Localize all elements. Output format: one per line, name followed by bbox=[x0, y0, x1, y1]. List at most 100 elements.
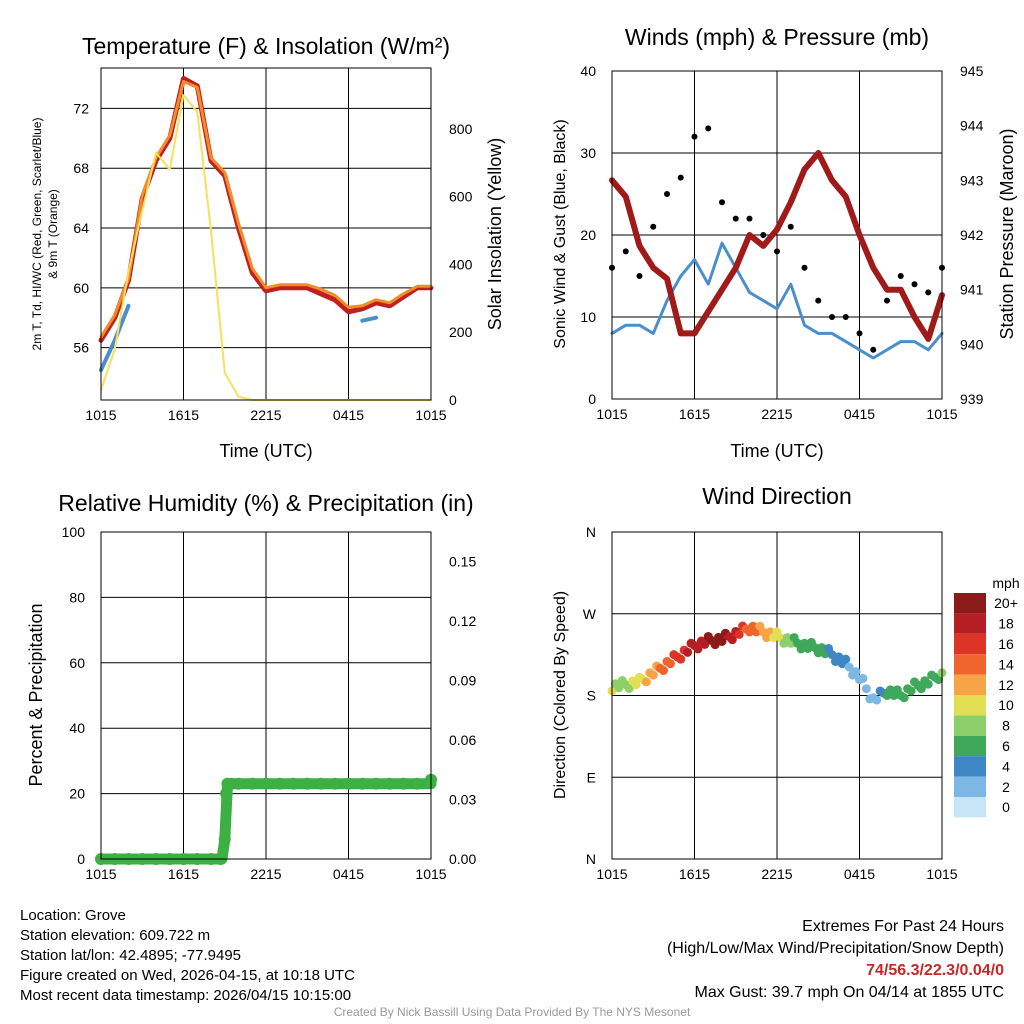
rh-xtick-label: 2215 bbox=[250, 866, 281, 882]
wind-chart-title: Winds (mph) & Pressure (mb) bbox=[625, 24, 929, 50]
gust-point bbox=[691, 133, 698, 140]
speed-legend-swatch bbox=[954, 695, 986, 716]
gust-point bbox=[664, 191, 670, 197]
gust-point bbox=[650, 223, 657, 230]
speed-legend-swatch bbox=[954, 797, 986, 818]
wind-direction-point bbox=[648, 670, 658, 680]
precip-ytick-label: 0.09 bbox=[449, 673, 476, 689]
gust-point bbox=[636, 273, 643, 279]
speed-legend-label: 8 bbox=[1002, 718, 1010, 734]
temp-ytick-label: 68 bbox=[73, 160, 89, 176]
gust-point bbox=[787, 223, 794, 230]
wind-xtick-label: 1015 bbox=[926, 406, 957, 422]
temp-chart-frame bbox=[100, 67, 432, 401]
rh-chart-title: Relative Humidity (%) & Precipitation (i… bbox=[58, 490, 473, 516]
temp-chart-ylabel-line1: 2m T, Td, HI/WC (Red, Green, Scarlet/Blu… bbox=[30, 118, 44, 351]
gust-point bbox=[760, 232, 767, 238]
gust-point bbox=[719, 199, 725, 206]
speed-legend-label: 4 bbox=[1002, 758, 1010, 774]
precip-ytick-label: 0.00 bbox=[449, 851, 476, 867]
speed-legend-swatch bbox=[954, 633, 986, 655]
wind-direction-point bbox=[899, 693, 909, 703]
speed-legend-swatch bbox=[954, 756, 986, 777]
wind-direction-point bbox=[710, 640, 720, 650]
speed-legend-label: 20+ bbox=[994, 595, 1018, 611]
wind-chart-y2label: Station Pressure (Maroon) bbox=[997, 128, 1017, 339]
wind-direction-point bbox=[641, 677, 651, 687]
extremes-values: 74/56.3/22.3/0.04/0 bbox=[866, 962, 1004, 979]
wind-direction-point bbox=[676, 654, 686, 664]
extremes-title: Extremes For Past 24 Hours bbox=[802, 918, 1004, 935]
wind-direction-point bbox=[631, 680, 641, 690]
speed-legend-swatch bbox=[954, 776, 986, 797]
rh-xtick-label: 1015 bbox=[85, 866, 116, 882]
temp-ytick-label: 60 bbox=[73, 280, 89, 296]
pressure-ytick-label: 941 bbox=[960, 282, 984, 298]
wind-direction-point bbox=[916, 684, 926, 694]
wind-chart-ylabel: Sonic Wind & Gust (Blue, Black) bbox=[552, 119, 569, 348]
sonic-wind-line bbox=[610, 241, 944, 360]
wind-direction-point bbox=[906, 686, 916, 696]
temp-series-9m-temperature bbox=[99, 80, 433, 339]
temp-xtick-label: 0415 bbox=[333, 407, 364, 423]
wind-direction-point bbox=[734, 629, 744, 639]
speed-legend-title: mph bbox=[992, 575, 1019, 591]
rh-ytick-label: 0 bbox=[77, 851, 85, 867]
dir-chart-ylabel: Direction (Colored By Speed) bbox=[552, 591, 569, 799]
speed-legend-label: 10 bbox=[998, 697, 1014, 713]
pressure-ytick-label: 942 bbox=[960, 227, 984, 243]
pressure-ytick-label: 945 bbox=[960, 63, 984, 79]
rh-ytick-label: 80 bbox=[69, 589, 85, 605]
figure-created: Figure created on Wed, 2026-04-15, at 10… bbox=[20, 967, 355, 984]
wind-direction-point bbox=[700, 639, 710, 649]
rh-chart-ylabel: Percent & Precipitation bbox=[26, 603, 46, 786]
dir-ytick-label: N bbox=[586, 851, 596, 867]
wind-chart-xlabel: Time (UTC) bbox=[730, 441, 823, 461]
dir-xtick-label: 0415 bbox=[844, 866, 875, 882]
speed-legend-swatch bbox=[954, 654, 986, 675]
wind-ytick-label: 40 bbox=[580, 63, 596, 79]
dir-xtick-label: 2215 bbox=[761, 866, 792, 882]
wind-ytick-label: 20 bbox=[580, 227, 596, 243]
gust-point bbox=[884, 297, 890, 304]
credit-line: Created By Nick Bassill Using Data Provi… bbox=[333, 1005, 691, 1019]
wind-direction-point bbox=[872, 695, 882, 705]
dir-xtick-label: 1015 bbox=[926, 866, 957, 882]
wind-xtick-label: 1015 bbox=[596, 406, 627, 422]
wind-direction-point bbox=[659, 666, 669, 676]
station-info: Location: Grove Station elevation: 609.7… bbox=[20, 906, 355, 1006]
gust-point bbox=[677, 174, 684, 181]
wind-direction-point bbox=[624, 683, 634, 693]
insolation-ytick-label: 0 bbox=[449, 392, 457, 408]
gust-point bbox=[815, 297, 822, 304]
insolation-ytick-label: 800 bbox=[449, 121, 473, 137]
temp-ytick-label: 72 bbox=[73, 100, 89, 116]
gust-point bbox=[925, 289, 932, 296]
wind-direction-point bbox=[858, 673, 868, 683]
dir-xtick-label: 1615 bbox=[679, 866, 710, 882]
gust-point bbox=[622, 248, 629, 255]
speed-legend-swatch bbox=[954, 613, 986, 634]
wind-direction-point bbox=[851, 667, 861, 677]
temp-chart-ylabel-line2: & 9m T (Orange) bbox=[46, 189, 60, 279]
speed-legend-swatch bbox=[954, 593, 986, 614]
wind-direction-point bbox=[693, 644, 703, 654]
wind-direction-point bbox=[683, 647, 693, 657]
temp-series-wind-chill bbox=[99, 303, 378, 373]
wind-ytick-label: 0 bbox=[588, 391, 596, 407]
temp-ytick-label: 64 bbox=[73, 220, 89, 236]
temp-xtick-label: 1615 bbox=[168, 407, 199, 423]
precip-ytick-label: 0.03 bbox=[449, 792, 476, 808]
gust-point bbox=[856, 330, 863, 337]
station-elevation: Station elevation: 609.722 m bbox=[20, 927, 211, 944]
wind-direction-point bbox=[727, 635, 737, 645]
gust-point bbox=[842, 314, 849, 320]
wind-direction-point bbox=[665, 659, 675, 669]
max-gust: Max Gust: 39.7 mph On 04/14 at 1855 UTC bbox=[694, 984, 1005, 1001]
gust-point bbox=[870, 346, 877, 353]
temp-ytick-label: 56 bbox=[73, 340, 89, 356]
precip-ytick-label: 0.06 bbox=[449, 732, 476, 748]
temp-xtick-label: 2215 bbox=[250, 407, 281, 423]
wind-xtick-label: 2215 bbox=[761, 406, 792, 422]
